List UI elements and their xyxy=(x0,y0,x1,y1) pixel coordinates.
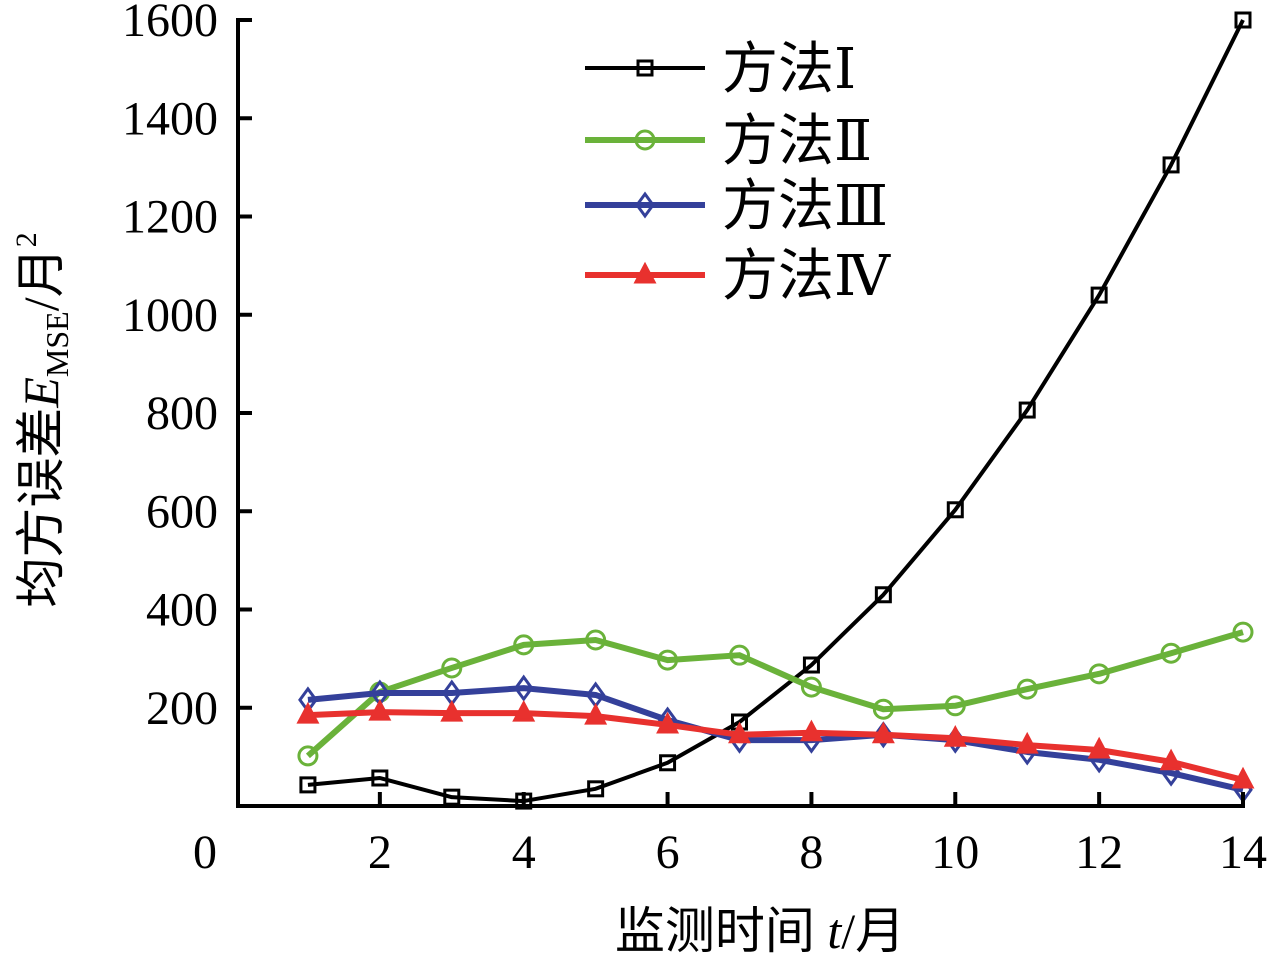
y-tick-label: 1400 xyxy=(122,92,218,145)
data-point xyxy=(1016,678,1038,700)
data-point xyxy=(1232,621,1254,643)
data-point xyxy=(656,711,680,734)
series-line xyxy=(307,19,1245,804)
data-point xyxy=(297,745,319,767)
data-point xyxy=(799,719,823,742)
y-label-main: 均方误差 xyxy=(13,408,69,608)
data-point xyxy=(513,634,535,656)
legend-marker xyxy=(633,261,657,284)
x-tick-label: 14 xyxy=(1219,826,1267,879)
data-point xyxy=(659,754,677,772)
data-point xyxy=(371,769,389,787)
x-tick-label: 2 xyxy=(368,826,392,879)
series-4 xyxy=(296,698,1255,789)
legend-marker xyxy=(634,129,656,151)
data-point xyxy=(584,702,608,725)
y-tick-label: 400 xyxy=(146,584,218,637)
x-tick-label: 6 xyxy=(656,826,680,879)
legend-label: 方法Ⅲ xyxy=(722,176,888,238)
data-point xyxy=(657,649,679,671)
series-line xyxy=(307,685,1244,793)
origin-label: 0 xyxy=(193,826,217,879)
legend-item: 方法Ⅳ xyxy=(585,246,891,308)
data-point xyxy=(512,699,536,722)
series-line xyxy=(307,709,1244,783)
series-lines xyxy=(296,11,1255,810)
x-label-var: t xyxy=(827,903,842,958)
x-axis-label: 监测时间 t/月 xyxy=(615,903,905,958)
x-tick-label: 4 xyxy=(512,826,536,879)
data-point xyxy=(1231,766,1255,789)
ticks: 2 4 6 8 10 12 14 200 400 600 800 1000 1200 1400 1600 xyxy=(122,0,1267,879)
y-tick-label: 200 xyxy=(146,682,218,735)
legend-item: 方法Ⅰ xyxy=(585,39,856,101)
data-point xyxy=(1087,736,1111,759)
data-point xyxy=(1090,286,1108,304)
y-axis-label: 均方误差EMSE/月2 xyxy=(10,232,75,607)
data-point xyxy=(946,501,964,519)
data-point xyxy=(440,699,464,722)
data-point xyxy=(729,644,750,666)
y-label-sub: MSE xyxy=(39,311,75,377)
legend-label: 方法Ⅱ xyxy=(722,111,872,173)
series-line xyxy=(305,629,1244,759)
data-point xyxy=(872,698,894,720)
y-tick-label: 600 xyxy=(146,485,218,538)
data-point xyxy=(943,725,967,747)
data-point xyxy=(1234,11,1252,29)
y-tick-label: 800 xyxy=(146,387,218,440)
y-tick-label: 1000 xyxy=(122,289,218,342)
data-point xyxy=(513,674,534,702)
data-point xyxy=(873,721,894,749)
data-point xyxy=(441,657,463,679)
data-point xyxy=(1088,663,1110,685)
x-tick-label: 10 xyxy=(931,826,979,879)
legend-label: 方法Ⅰ xyxy=(722,39,856,101)
x-tick-label: 8 xyxy=(799,826,823,879)
x-tick-label: 12 xyxy=(1075,826,1123,879)
data-point xyxy=(800,676,822,698)
data-point xyxy=(871,721,895,744)
x-label-main: 监测时间 xyxy=(615,903,828,958)
data-point xyxy=(1018,401,1036,419)
data-point xyxy=(1162,156,1180,174)
legend-item: 方法Ⅱ xyxy=(585,111,872,173)
data-point xyxy=(1015,731,1039,754)
data-point xyxy=(1160,642,1182,664)
data-point xyxy=(299,776,317,794)
data-point xyxy=(296,701,320,724)
y-label-sup: 2 xyxy=(10,232,43,247)
data-point xyxy=(728,721,751,744)
x-label-unit: /月 xyxy=(841,903,905,958)
series-1 xyxy=(299,11,1252,810)
legend-marker xyxy=(636,59,654,77)
data-point xyxy=(587,780,605,798)
data-point xyxy=(802,656,820,674)
legend-item: 方法Ⅲ xyxy=(585,176,888,238)
y-label-var: E xyxy=(13,377,69,409)
data-point xyxy=(874,586,892,604)
y-tick-label: 1200 xyxy=(122,191,218,244)
data-point xyxy=(944,695,966,717)
data-point xyxy=(585,629,607,651)
legend-marker xyxy=(635,191,655,219)
y-label-unit: /月 xyxy=(13,247,69,311)
data-point xyxy=(368,698,392,721)
y-tick-label: 1600 xyxy=(122,0,218,47)
data-point xyxy=(1159,748,1183,771)
legend-label: 方法Ⅳ xyxy=(722,246,891,308)
